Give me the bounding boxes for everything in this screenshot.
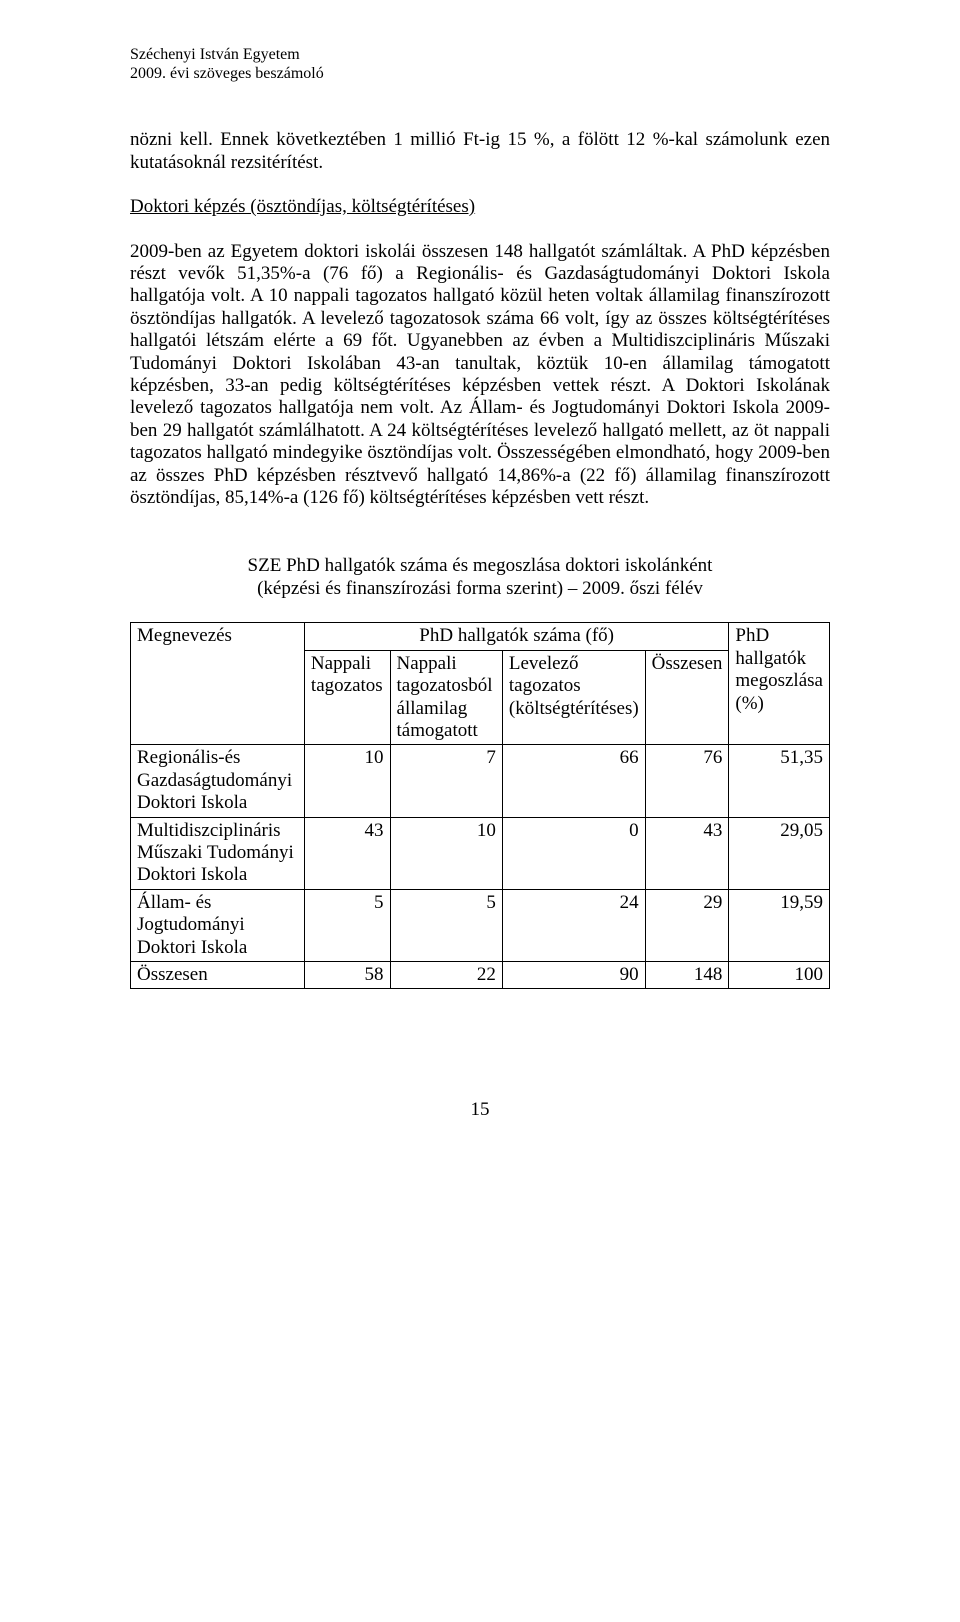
col-nappali-allamilag: Nappali tagozatosból államilag támogatot… — [390, 650, 502, 745]
table-row: Multidiszciplináris Műszaki Tudományi Do… — [131, 817, 830, 889]
table-row: Regionális-és Gazdaságtudományi Doktori … — [131, 745, 830, 817]
header-line-1: Széchenyi István Egyetem — [130, 45, 830, 64]
col-label-empty — [131, 650, 305, 745]
table-caption: SZE PhD hallgatók száma és megoszlása do… — [130, 555, 830, 600]
cell: 7 — [390, 745, 502, 817]
header-line-2: 2009. évi szöveges beszámoló — [130, 64, 830, 83]
cell: 19,59 — [729, 889, 830, 961]
cell: 76 — [645, 745, 729, 817]
phd-table: Megnevezés PhD hallgatók száma (fő) PhD … — [130, 622, 830, 989]
table-caption-line-1: SZE PhD hallgatók száma és megoszlása do… — [130, 555, 830, 577]
cell: 43 — [645, 817, 729, 889]
table-row: Állam- és Jogtudományi Doktori Iskola 5 … — [131, 889, 830, 961]
col-share: PhD hallgatók megoszlása (%) — [729, 623, 830, 745]
page: Széchenyi István Egyetem 2009. évi szöve… — [0, 0, 960, 1182]
col-nappali: Nappali tagozatos — [304, 650, 390, 745]
col-group-header: PhD hallgatók száma (fő) — [304, 623, 728, 650]
cell: 100 — [729, 961, 830, 988]
page-header: Széchenyi István Egyetem 2009. évi szöve… — [130, 45, 830, 83]
cell: 0 — [502, 817, 645, 889]
row-label: Multidiszciplináris Műszaki Tudományi Do… — [131, 817, 305, 889]
row-label: Állam- és Jogtudományi Doktori Iskola — [131, 889, 305, 961]
table-header-row-1: Megnevezés PhD hallgatók száma (fő) PhD … — [131, 623, 830, 650]
body-paragraph: 2009-ben az Egyetem doktori iskolái össz… — [130, 241, 830, 510]
cell: 58 — [304, 961, 390, 988]
cell: 10 — [390, 817, 502, 889]
page-number: 15 — [130, 1099, 830, 1121]
cell: 90 — [502, 961, 645, 988]
cell: 5 — [390, 889, 502, 961]
row-label: Összesen — [131, 961, 305, 988]
cell: 5 — [304, 889, 390, 961]
cell: 51,35 — [729, 745, 830, 817]
col-osszesen: Összesen — [645, 650, 729, 745]
cell: 24 — [502, 889, 645, 961]
row-label: Regionális-és Gazdaságtudományi Doktori … — [131, 745, 305, 817]
cell: 29 — [645, 889, 729, 961]
col-levelezo: Levelező tagozatos (költségtérítéses) — [502, 650, 645, 745]
cell: 148 — [645, 961, 729, 988]
cell: 66 — [502, 745, 645, 817]
cell: 29,05 — [729, 817, 830, 889]
section-title: Doktori képzés (ösztöndíjas, költségtérí… — [130, 196, 830, 218]
cell: 10 — [304, 745, 390, 817]
cell: 43 — [304, 817, 390, 889]
cell: 22 — [390, 961, 502, 988]
intro-fragment: nözni kell. Ennek következtében 1 millió… — [130, 129, 830, 174]
table-header-row-2: Nappali tagozatos Nappali tagozatosból á… — [131, 650, 830, 745]
col-label: Megnevezés — [131, 623, 305, 650]
table-row-total: Összesen 58 22 90 148 100 — [131, 961, 830, 988]
table-caption-line-2: (képzési és finanszírozási forma szerint… — [130, 578, 830, 600]
